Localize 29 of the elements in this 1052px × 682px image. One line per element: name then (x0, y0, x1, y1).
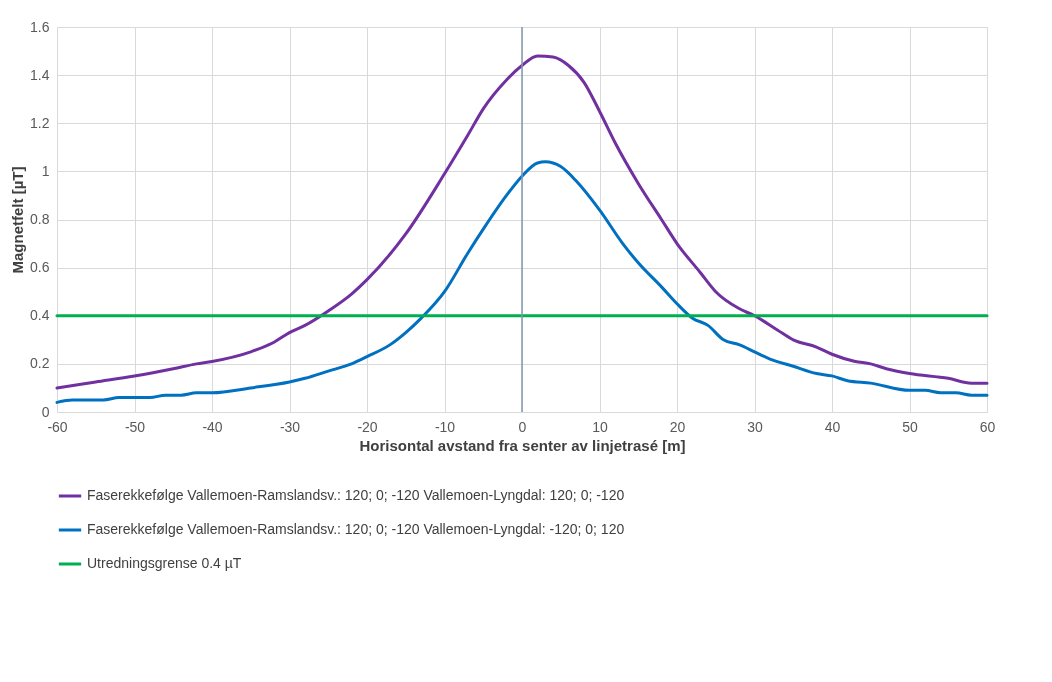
line-series (55, 54, 989, 390)
x-tick-label: -30 (279, 418, 301, 435)
x-tick-label: -20 (357, 418, 378, 435)
legend-label: Faserekkefølge Vallemoen-Ramslandsv.: 120; 0; -120 Vallemoen-Lyngdal: 120; 0; -120 (87, 487, 625, 503)
y-tick-label: 1 (41, 162, 50, 179)
x-tick-label: 60 (979, 418, 996, 435)
y-axis-title: Magnetfelt [µT] (9, 166, 27, 274)
x-tick-label: 50 (902, 418, 918, 435)
x-tick-label: -50 (124, 418, 146, 435)
x-tick-label: 10 (592, 418, 608, 435)
y-tick-label: 0 (41, 403, 50, 420)
x-tick-label: 20 (669, 418, 686, 435)
y-tick-label: 0.4 (30, 307, 50, 324)
x-tick-label: 40 (824, 418, 841, 435)
x-tick-label: -60 (47, 418, 68, 435)
y-tick-label: 1.6 (30, 18, 50, 35)
x-axis-title: Horisontal avstand fra senter av linjetrasé [m] (359, 436, 686, 454)
legend-label: Faserekkefølge Vallemoen-Ramslandsv.: 120; 0; -120 Vallemoen-Lyngdal: -120; 0; 120 (87, 521, 625, 537)
x-tick-label: 30 (747, 418, 763, 435)
line-series (55, 160, 989, 404)
y-tick-label: 0.8 (30, 211, 50, 227)
x-tick-label: -40 (202, 418, 223, 435)
x-tick-label: 0 (518, 418, 527, 435)
legend-label: Utredningsgrense 0.4 µT (87, 555, 242, 571)
y-tick-label: 0.2 (30, 355, 50, 372)
y-tick-label: 1.2 (30, 114, 50, 131)
y-tick-label: 0.6 (30, 259, 50, 276)
y-tick-label: 1.4 (30, 66, 50, 83)
x-tick-label: -10 (434, 418, 456, 435)
